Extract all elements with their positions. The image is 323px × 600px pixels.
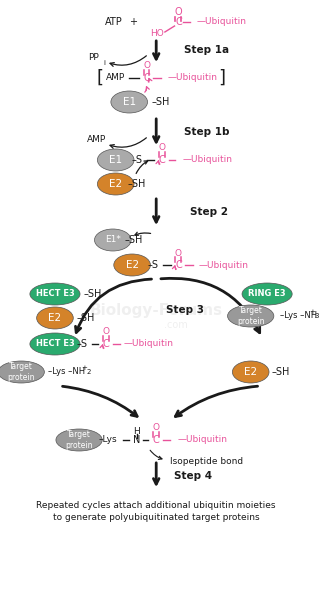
Ellipse shape: [30, 333, 80, 355]
Text: –SH: –SH: [84, 289, 102, 299]
Ellipse shape: [114, 254, 151, 276]
Text: C: C: [175, 17, 182, 27]
Text: HO: HO: [150, 29, 164, 38]
Text: C: C: [175, 260, 182, 270]
Text: Target
protein: Target protein: [7, 362, 35, 382]
Text: Step 3: Step 3: [166, 305, 204, 315]
Text: C: C: [159, 155, 165, 165]
Text: —Ubiquitin: —Ubiquitin: [178, 436, 227, 445]
Ellipse shape: [232, 361, 269, 383]
Text: –SH: –SH: [76, 313, 95, 323]
Text: Step 4: Step 4: [174, 471, 212, 481]
Ellipse shape: [98, 149, 134, 171]
Text: —Ubiquitin: —Ubiquitin: [199, 260, 249, 269]
Ellipse shape: [30, 283, 80, 305]
Text: ]: ]: [218, 69, 225, 87]
Text: –Lys –NH: –Lys –NH: [280, 311, 317, 320]
Text: Step 2: Step 2: [190, 207, 228, 217]
Text: [: [: [97, 69, 104, 87]
Text: .com: .com: [164, 320, 187, 330]
Text: H: H: [133, 427, 140, 436]
Text: O: O: [103, 328, 109, 337]
Text: Biology-Forums: Biology-Forums: [90, 302, 223, 317]
Text: +: +: [81, 365, 87, 371]
Ellipse shape: [56, 429, 102, 451]
Text: –Lys –NH: –Lys –NH: [48, 367, 85, 377]
Text: O: O: [143, 61, 150, 70]
Text: ATP: ATP: [105, 17, 123, 27]
Text: 3: 3: [314, 313, 318, 319]
Text: –SH: –SH: [272, 367, 290, 377]
Text: E2: E2: [126, 260, 139, 270]
Ellipse shape: [95, 229, 131, 251]
Text: to generate polyubiquitinated target proteins: to generate polyubiquitinated target pro…: [53, 514, 259, 523]
Text: HECT E3: HECT E3: [36, 289, 74, 298]
Text: Target
protein: Target protein: [237, 306, 265, 326]
Text: O: O: [159, 143, 165, 152]
Text: Isopeptide bond: Isopeptide bond: [170, 457, 243, 467]
Ellipse shape: [98, 173, 134, 195]
Text: –S: –S: [148, 260, 159, 270]
Text: E1: E1: [123, 97, 136, 107]
Text: AMP: AMP: [106, 73, 125, 82]
Ellipse shape: [36, 307, 73, 329]
Text: –S: –S: [131, 155, 142, 165]
Text: +: +: [129, 17, 137, 27]
Text: –SH: –SH: [151, 97, 170, 107]
Text: E1*: E1*: [105, 235, 121, 245]
Text: —Ubiquitin: —Ubiquitin: [123, 340, 173, 349]
Text: 2: 2: [87, 369, 91, 375]
Text: O: O: [175, 248, 182, 257]
Text: –SH: –SH: [125, 235, 143, 245]
Text: –SH: –SH: [128, 179, 146, 189]
Text: C: C: [143, 73, 150, 83]
Text: C: C: [153, 435, 160, 445]
Text: N: N: [133, 435, 141, 445]
Text: Step 1a: Step 1a: [184, 45, 229, 55]
Text: RING E3: RING E3: [248, 289, 286, 298]
Text: AMP: AMP: [87, 136, 106, 145]
Ellipse shape: [242, 283, 292, 305]
Text: —Ubiquitin: —Ubiquitin: [197, 17, 247, 26]
Text: C: C: [103, 339, 109, 349]
Text: –S: –S: [77, 339, 88, 349]
Text: E2: E2: [48, 313, 61, 323]
Text: HECT E3: HECT E3: [36, 340, 74, 349]
Text: PP: PP: [88, 52, 99, 61]
Text: E1: E1: [109, 155, 122, 165]
Text: +: +: [309, 309, 315, 315]
Text: Target
protein: Target protein: [65, 430, 93, 450]
Text: i: i: [103, 60, 105, 66]
Text: —Ubiquitin: —Ubiquitin: [168, 73, 218, 82]
Text: Repeated cycles attach additional ubiquitin moieties: Repeated cycles attach additional ubiqui…: [36, 500, 276, 509]
Text: E2: E2: [244, 367, 257, 377]
Ellipse shape: [228, 305, 274, 327]
Ellipse shape: [0, 361, 44, 383]
Ellipse shape: [111, 91, 148, 113]
Text: E2: E2: [109, 179, 122, 189]
Text: O: O: [153, 424, 160, 433]
Text: O: O: [174, 7, 182, 17]
Text: —Ubiquitin: —Ubiquitin: [182, 155, 232, 164]
Text: –Lys: –Lys: [99, 436, 117, 445]
Text: Step 1b: Step 1b: [183, 127, 229, 137]
